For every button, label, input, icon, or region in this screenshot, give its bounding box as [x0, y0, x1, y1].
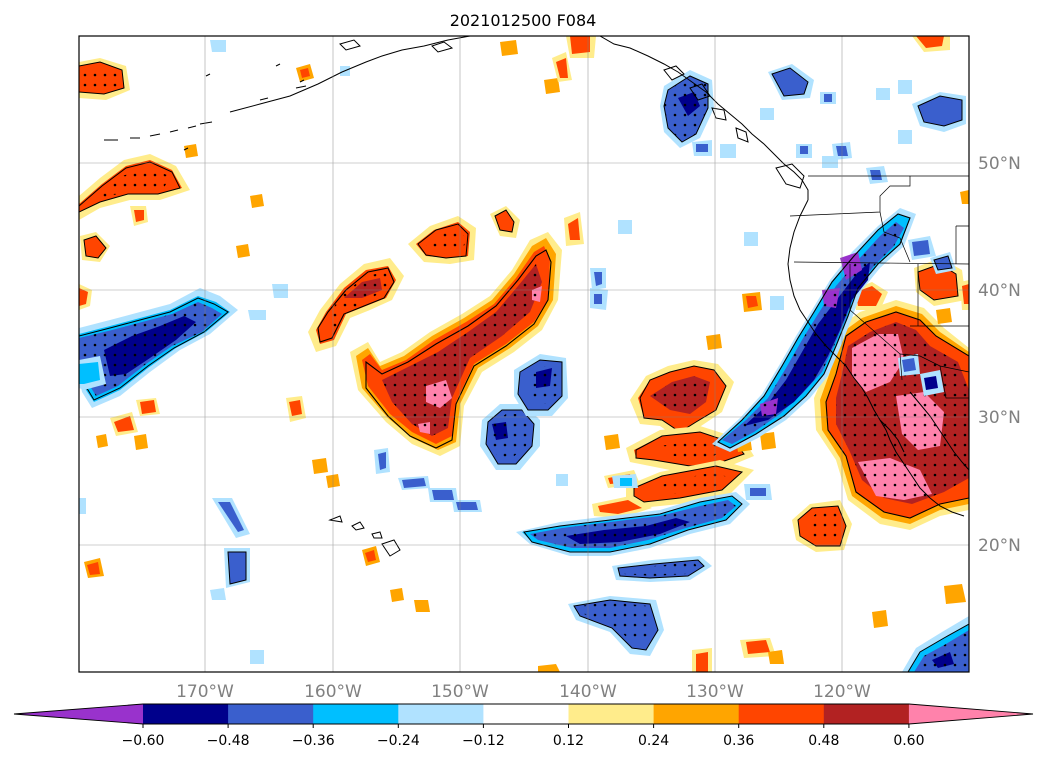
colorbar-segment — [313, 704, 399, 724]
colorbar-tick-label: −0.12 — [462, 733, 505, 749]
colorbar-tick-label: 0.60 — [893, 733, 924, 749]
colorbar: −0.60 −0.48 −0.36 −0.24 −0.12 0.12 0.24 0.36 0.4… — [13, 703, 1034, 749]
colorbar-tick-label: 0.48 — [808, 733, 839, 749]
lon-label-130w: 130°W — [686, 682, 744, 702]
negative-anomaly-region — [516, 492, 750, 656]
map-frame — [78, 35, 970, 673]
positive-anomaly-region — [490, 206, 520, 238]
negative-anomaly-region — [480, 354, 568, 470]
lat-label-40n: 40°N — [978, 281, 1021, 301]
longitude-labels: 170°W 160°W 150°W 140°W 130°W 120°W — [176, 682, 871, 702]
lat-label-50n: 50°N — [978, 154, 1021, 174]
lon-label-150w: 150°W — [431, 682, 489, 702]
lon-label-140w: 140°W — [559, 682, 617, 702]
negative-anomaly-region — [660, 64, 966, 396]
lon-label-170w: 170°W — [176, 682, 234, 702]
positive-anomaly-region — [408, 216, 476, 264]
positive-anomaly-region — [814, 300, 969, 530]
gridlines — [79, 36, 969, 672]
map-area — [79, 36, 969, 672]
positive-anomaly-region — [308, 258, 404, 352]
negative-anomaly-region — [902, 616, 969, 672]
colorbar-segment — [228, 704, 314, 724]
positive-anomaly-region — [79, 154, 190, 220]
positive-anomaly-region — [630, 360, 734, 440]
colorbar-extend-high — [908, 704, 1033, 724]
negative-anomaly-region — [79, 40, 784, 664]
positive-anomaly-region — [79, 58, 130, 100]
latitude-labels: 50°N 40°N 30°N 20°N — [978, 154, 1021, 556]
colorbar-segment — [738, 704, 825, 724]
colorbar-tick-label: 0.24 — [638, 733, 669, 749]
negative-anomaly-region — [79, 288, 238, 408]
lon-label-120w: 120°W — [813, 682, 871, 702]
colorbar-segment — [143, 704, 229, 724]
lat-label-20n: 20°N — [978, 536, 1021, 556]
positive-anomaly-region — [792, 500, 852, 552]
colorbar-segment — [653, 704, 740, 724]
lon-label-160w: 160°W — [304, 682, 362, 702]
coastlines — [104, 36, 969, 557]
colorbar-segment — [823, 704, 910, 724]
political-borders — [789, 175, 969, 399]
positive-anomaly-region — [79, 36, 966, 672]
colorbar-tick-label: −0.48 — [207, 733, 250, 749]
colorbar-tick-label: 0.36 — [723, 733, 754, 749]
colorbar-segment — [568, 704, 655, 724]
colorbar-tick-label: 0.12 — [553, 733, 584, 749]
colorbar-segment — [398, 704, 484, 724]
colorbar-extend-low — [14, 704, 143, 724]
positive-anomaly-region — [852, 190, 969, 324]
colorbar-tick-label: −0.24 — [377, 733, 420, 749]
colorbar-segment — [483, 704, 569, 724]
positive-anomaly-region — [350, 232, 562, 456]
lat-label-30n: 30°N — [978, 408, 1021, 428]
colorbar-tick-label: −0.36 — [292, 733, 335, 749]
colorbar-tick-label: −0.60 — [122, 733, 165, 749]
map-title: 2021012500 F084 — [450, 11, 597, 30]
